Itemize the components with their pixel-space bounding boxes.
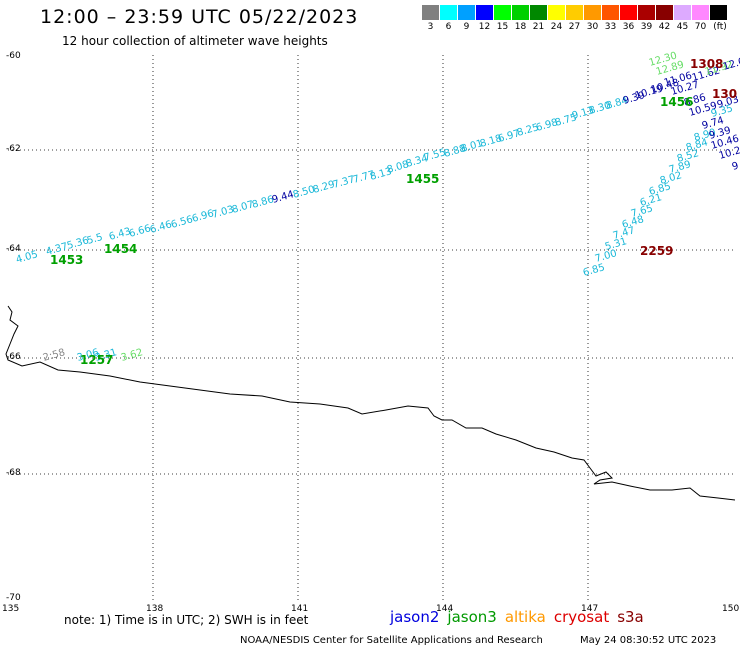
pass-time-label: 2259 xyxy=(640,244,673,258)
pass-time-labels: 1453 1454 1455 1456 1308 130 2259 1257 xyxy=(50,57,737,367)
satellite-label: altika xyxy=(504,608,546,626)
lat-label-60: -60 xyxy=(6,51,21,61)
lon-label-135: 135 xyxy=(2,604,20,614)
lon-label-147: 147 xyxy=(581,604,599,614)
pass-time-label: 1455 xyxy=(406,172,439,186)
legend-label: 30 xyxy=(586,22,599,32)
legend-label: 18 xyxy=(514,22,527,32)
satellite-label: s3a xyxy=(617,608,644,626)
swh-value-label: 3.62 xyxy=(120,347,144,364)
legend-label: 45 xyxy=(676,22,689,32)
swh-value-label: 7.00 xyxy=(594,248,618,265)
pass-time-label: 1308 xyxy=(690,57,723,71)
pass-time-label: 1453 xyxy=(50,253,83,267)
pass-time-label: 1454 xyxy=(104,242,137,256)
lon-label-144: 144 xyxy=(436,604,454,614)
swh-value-label: 5.5 xyxy=(86,232,104,247)
legend-swatch xyxy=(530,5,547,20)
swh-value-label: 9 xyxy=(731,161,740,173)
legend-label: 70 xyxy=(694,22,707,32)
legend-label: 15 xyxy=(496,22,509,32)
swh-value-label: 2:58 xyxy=(42,347,67,364)
legend-swatch xyxy=(476,5,493,20)
legend-label: 27 xyxy=(568,22,581,32)
legend-swatch xyxy=(458,5,475,20)
lat-label-64: -64 xyxy=(6,244,21,254)
legend-label: 36 xyxy=(622,22,635,32)
legend-swatch xyxy=(512,5,529,20)
lon-label-138: 138 xyxy=(146,604,164,614)
timestamp-footer: May 24 08:30:52 UTC 2023 xyxy=(580,635,717,646)
swh-value-label: 12.0 xyxy=(722,56,740,73)
legend-swatch xyxy=(422,5,439,20)
legend-swatch xyxy=(656,5,673,20)
map-title: 12:00 – 23:59 UTC 05/22/2023 xyxy=(40,6,359,28)
swh-value-label: 6.85 xyxy=(582,262,606,279)
legend-swatch xyxy=(692,5,709,20)
legend-swatch xyxy=(566,5,583,20)
legend-label: 6 xyxy=(445,22,452,32)
legend-swatch xyxy=(440,5,457,20)
legend-label: 9 xyxy=(463,22,470,32)
legend-label: 21 xyxy=(532,22,545,32)
swh-value-label: 10.2 xyxy=(718,145,740,162)
pass-time-label: 1456 xyxy=(660,95,693,109)
antarctic-coastline xyxy=(5,305,736,501)
lon-label-150: 150 xyxy=(722,604,740,614)
legend-unit: (ft) xyxy=(713,22,727,32)
satellite-label: jason2 xyxy=(390,608,440,626)
lat-label-62: -62 xyxy=(6,144,21,154)
pass-time-label: 130 xyxy=(712,87,737,101)
pass-time-label: 1257 xyxy=(80,353,113,367)
map-subtitle: 12 hour collection of altimeter wave hei… xyxy=(62,34,328,48)
legend-label: 33 xyxy=(604,22,617,32)
satellite-label: jason3 xyxy=(447,608,497,626)
legend-swatch xyxy=(494,5,511,20)
legend-label: 39 xyxy=(640,22,653,32)
legend-swatch xyxy=(638,5,655,20)
satellite-label: cryosat xyxy=(553,608,610,626)
credit-footer: NOAA/NESDIS Center for Satellite Applica… xyxy=(240,635,543,646)
legend-swatch xyxy=(548,5,565,20)
units-note: note: 1) Time is in UTC; 2) SWH is in fe… xyxy=(64,613,309,627)
legend-swatch xyxy=(602,5,619,20)
lat-label-66: -66 xyxy=(6,352,21,362)
legend-swatch xyxy=(584,5,601,20)
legend-swatch xyxy=(710,5,727,20)
legend-label: 24 xyxy=(550,22,563,32)
lat-label-68: -68 xyxy=(6,468,21,478)
legend-swatch xyxy=(674,5,691,20)
legend-label: 12 xyxy=(478,22,491,32)
map-grid xyxy=(8,55,735,600)
legend-swatch xyxy=(620,5,637,20)
lon-label-141: 141 xyxy=(291,604,309,614)
legend-label: 42 xyxy=(658,22,671,32)
legend-label: 3 xyxy=(427,22,434,32)
satellite-legend: jason2 jason3 altika cryosat s3a xyxy=(390,608,652,626)
lat-label-70: -70 xyxy=(6,593,21,603)
altimeter-tracks: 4.05 4.375.365.5 6.436.666.466.566.967.038… xyxy=(15,50,740,363)
